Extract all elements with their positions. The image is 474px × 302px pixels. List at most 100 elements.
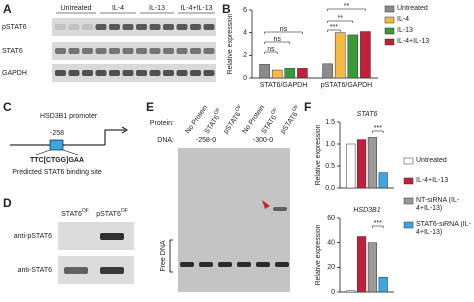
legend-swatch: [384, 16, 395, 24]
y-tick-label: 1.5: [325, 119, 335, 126]
blot-band: [203, 48, 215, 54]
y-tick-label: 0.5: [325, 163, 335, 170]
y-tick-label: 4: [243, 30, 247, 37]
y-tick-label: 20: [327, 264, 335, 271]
legend-label: IL-4: [397, 16, 410, 23]
y-tick-label: 6: [243, 7, 247, 14]
gel-band: [199, 262, 213, 267]
promoter-motif: TTC[CTGG]GAA: [30, 157, 84, 164]
blot-band: [163, 24, 174, 30]
legend-swatch: [403, 177, 414, 185]
sig-label: ns: [273, 36, 281, 43]
gel-band: [180, 262, 194, 267]
lane-label-main: STAT6: [61, 211, 82, 218]
promoter-position: -258: [50, 130, 64, 137]
blot-band: [55, 48, 66, 54]
chart-title: STAT6: [357, 111, 378, 118]
blot-band: [190, 24, 201, 30]
gel-band: [237, 262, 251, 267]
sig-label: ***: [374, 125, 382, 132]
panel-label: B: [222, 2, 231, 16]
bar: [367, 242, 377, 293]
bar: [378, 172, 388, 189]
lane-label: STAT6OF: [61, 208, 89, 218]
blot-band: [176, 70, 188, 76]
tss-arrow: [104, 129, 125, 145]
blot-band: [122, 48, 134, 54]
blot-row-label: GAPDH: [2, 70, 27, 77]
blot-band: [68, 24, 80, 30]
legend-label: IL-4+IL-13: [416, 177, 449, 184]
y-tick-label: 1.0: [325, 141, 335, 148]
blot-band: [163, 48, 174, 54]
legend-label: NT-siRNA (IL-4+IL-13): [416, 197, 460, 212]
blot-band: [95, 48, 107, 54]
blot-band: [109, 48, 120, 54]
y-axis-label: Relative expression: [227, 13, 234, 74]
x-tick-label: STAT6/GAPDH: [260, 82, 308, 89]
blot-band: [176, 48, 188, 54]
sig-label: **: [337, 15, 343, 22]
bar: [346, 143, 356, 189]
bar: [357, 236, 367, 293]
gel-band: [275, 262, 289, 267]
legend-swatch: [384, 38, 395, 46]
legend-swatch: [384, 27, 395, 35]
y-tick-label: 0.0: [325, 185, 335, 192]
blot-strip: [52, 42, 216, 60]
lane-label: pSTAT6OF: [96, 208, 128, 218]
condition-label: IL-4+IL-13: [180, 5, 212, 12]
blot-band: [190, 48, 201, 54]
bar: [360, 31, 371, 79]
bar: [297, 68, 308, 79]
blot-band: [149, 48, 161, 54]
sig-label: ***: [374, 220, 382, 227]
panel-label: D: [3, 196, 12, 210]
lane-label: pSTAT6OF: [277, 104, 303, 135]
legend-entry: IL-13: [397, 27, 413, 34]
blot-band: [109, 70, 120, 76]
lane-label-main: STAT6: [203, 114, 221, 135]
x-tick-label: pSTAT6/GAPDH: [321, 82, 372, 89]
blot-band: [190, 70, 201, 76]
dna-label: -258-0: [196, 137, 216, 144]
lane-label-main: pSTAT6: [222, 111, 242, 135]
legend-swatch: [403, 157, 414, 165]
dna-label: DNA:: [157, 137, 174, 144]
sig-bracket: [327, 20, 354, 23]
blot-band: [149, 70, 161, 76]
y-tick-label: 2: [243, 52, 247, 59]
shift-arrow: [262, 200, 270, 209]
blot-row-label: anti-STAT6: [18, 267, 52, 274]
blot-strip: [52, 64, 216, 82]
panel-label: E: [146, 100, 154, 114]
legend-label: Untreated: [416, 157, 447, 164]
blot-band: [122, 70, 134, 76]
tss-arrowhead: [121, 126, 128, 134]
blot-band: [136, 48, 147, 54]
blot-band: [55, 24, 66, 30]
blot-band: [95, 70, 107, 76]
blot-row-label: pSTAT6: [2, 24, 27, 31]
blot-band: [100, 267, 124, 274]
gel-band: [273, 207, 287, 211]
blot-band: [68, 70, 80, 76]
blot-band: [55, 70, 66, 76]
bar: [322, 63, 333, 79]
legend-swatch: [384, 5, 395, 13]
legend-entry: IL-4+IL-13: [397, 38, 429, 45]
blot-band: [68, 48, 80, 54]
legend-entry: IL-4: [397, 16, 410, 23]
blot-band: [136, 70, 147, 76]
lane-label-main: pSTAT6: [96, 211, 121, 218]
legend-entry: STAT6-siRNA (IL-4+IL-13): [416, 221, 471, 236]
blot-row-label: anti-pSTAT6: [14, 233, 52, 240]
dna-label: -300-0: [253, 137, 273, 144]
blot-band: [64, 267, 88, 274]
lane-label-sup: OF: [213, 107, 222, 116]
sig-bracket: [264, 31, 303, 34]
promoter-caption: Predicted STAT6 binding site: [12, 169, 102, 176]
blot-row-label: STAT6: [2, 48, 23, 55]
